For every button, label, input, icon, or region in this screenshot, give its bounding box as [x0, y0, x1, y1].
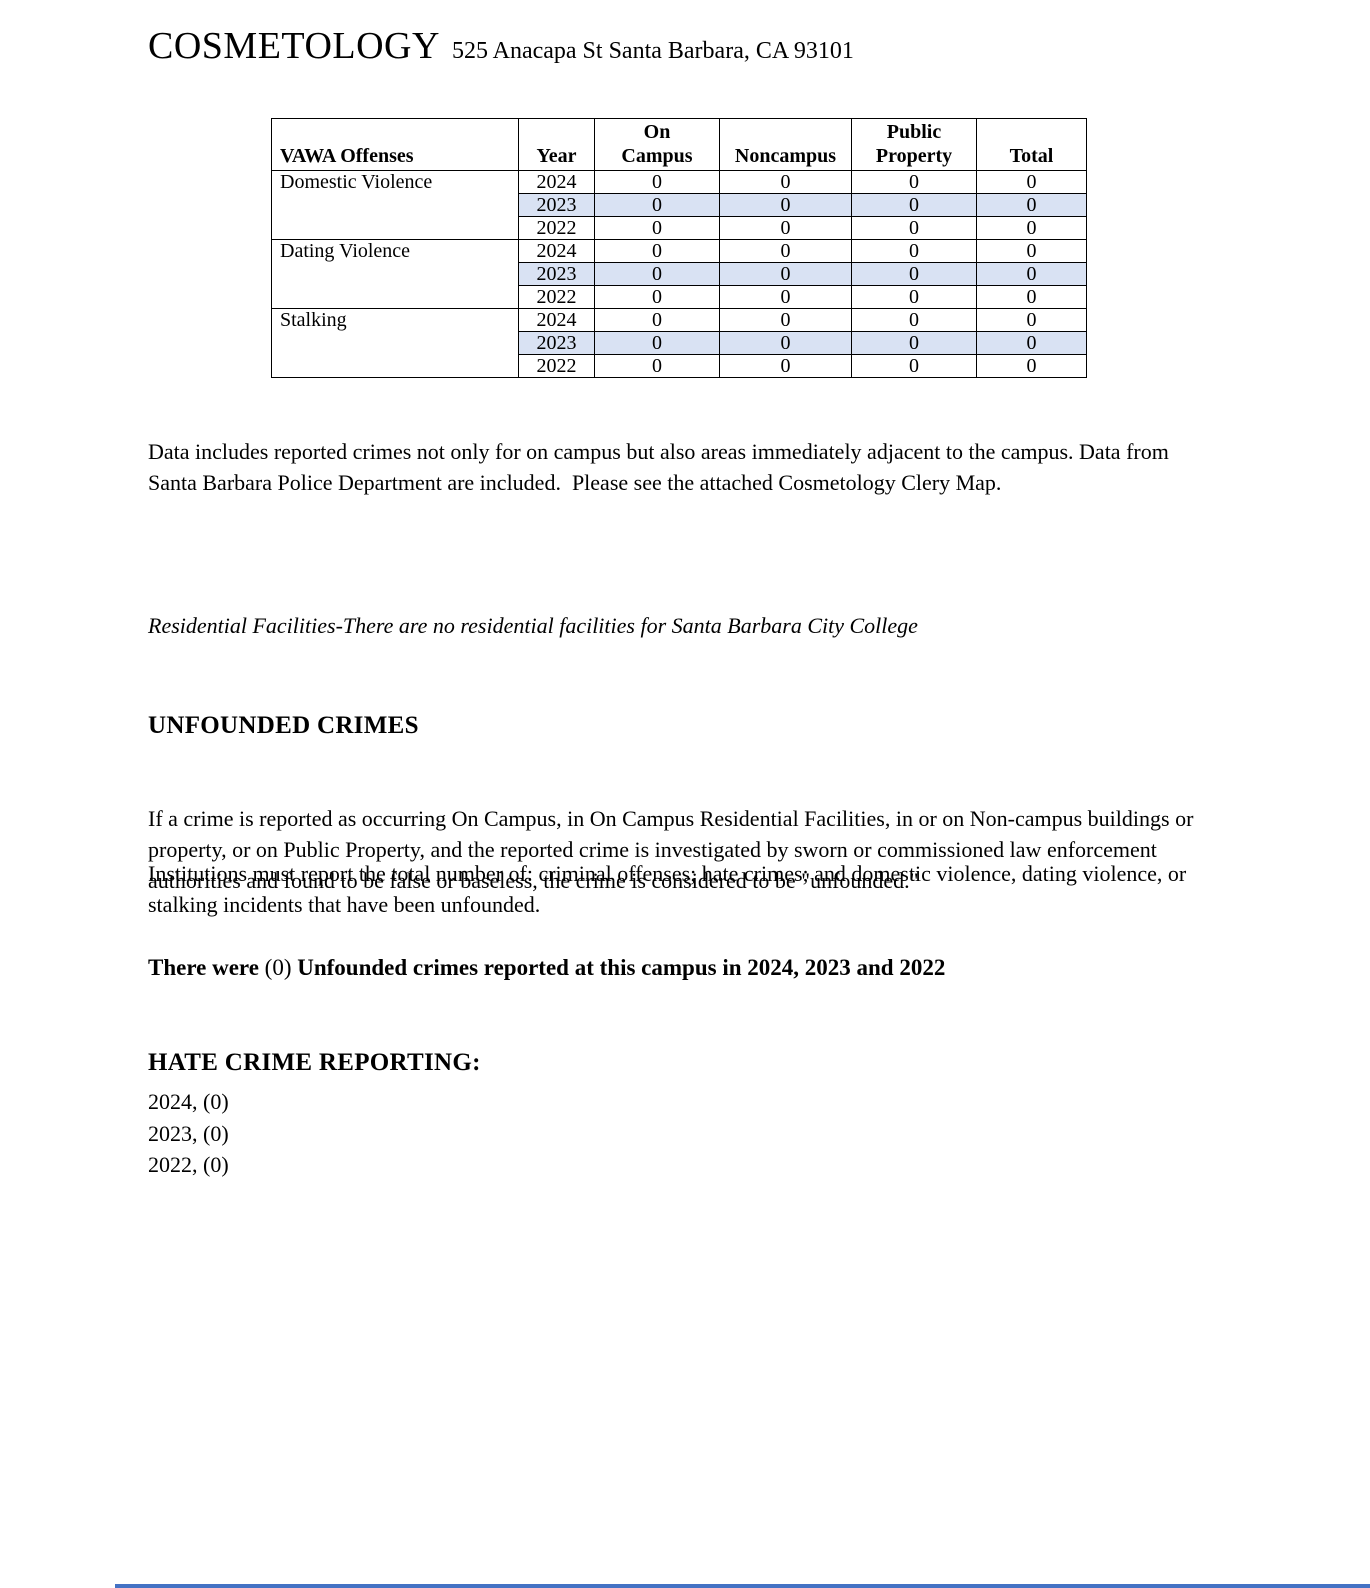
summary-suffix: Unfounded crimes reported at this campus…: [291, 955, 946, 980]
noncampus-cell: 0: [719, 354, 852, 378]
noncampus-cell: 0: [719, 331, 852, 355]
col-header-public-property: Public Property: [851, 118, 977, 171]
total-cell: 0: [976, 239, 1087, 263]
summary-count: (0): [264, 955, 292, 980]
col-header-noncampus: Noncampus: [719, 118, 852, 171]
table-row: 2022 0 0 0 0: [272, 216, 1087, 240]
year-cell: 2022: [518, 354, 595, 378]
col-header-on-campus: On Campus: [594, 118, 720, 171]
summary-prefix: There were: [148, 955, 265, 980]
data-note: Data includes reported crimes not only f…: [148, 439, 1175, 495]
public-property-cell: 0: [851, 170, 977, 194]
public-property-cell: 0: [851, 331, 977, 355]
table-row: Dating Violence 2024 0 0 0 0: [271, 239, 1087, 309]
table-row: Domestic Violence 2024 0 0 0 0: [271, 170, 1087, 240]
offense-name-cell: Dating Violence: [271, 239, 519, 309]
col-header-total: Total: [976, 118, 1087, 171]
unfounded-crimes-section: UNFOUNDED CRIMES If a crime is reported …: [148, 648, 1200, 958]
on-campus-cell: 0: [594, 308, 720, 332]
noncampus-cell: 0: [719, 239, 852, 263]
year-cell: 2022: [518, 216, 595, 240]
total-cell: 0: [976, 285, 1087, 309]
unfounded-crimes-heading: UNFOUNDED CRIMES: [148, 712, 419, 739]
public-property-cell: 0: [851, 239, 977, 263]
public-property-cell: 0: [851, 285, 977, 309]
noncampus-cell: 0: [719, 193, 852, 217]
hate-crime-year-line: 2023, (0): [148, 1120, 229, 1146]
institutions-report-note: Institutions must report the total numbe…: [148, 861, 1192, 917]
vawa-offenses-table: VAWA Offenses Year On Campus Noncampus P…: [271, 118, 1087, 378]
residential-facilities-note: Residential Facilities-There are no resi…: [148, 613, 918, 638]
hate-crime-year-line: 2024, (0): [148, 1089, 229, 1114]
year-cell: 2023: [518, 331, 595, 355]
public-property-cell: 0: [851, 262, 977, 286]
public-property-cell: 0: [851, 216, 977, 240]
on-campus-cell: 0: [594, 239, 720, 263]
unfounded-summary: There were (0) Unfounded crimes reported…: [148, 952, 945, 983]
on-campus-cell: 0: [594, 193, 720, 217]
table-row: Stalking 2024 0 0 0 0: [271, 308, 1087, 378]
year-cell: 2024: [518, 308, 595, 332]
hate-crime-heading: HATE CRIME REPORTING:: [148, 1048, 481, 1076]
col-header-vawa-offenses: VAWA Offenses: [271, 118, 519, 171]
year-cell: 2023: [518, 262, 595, 286]
hate-crime-year-list: 2024, (0) 2023, (0) 2022, (0): [148, 1086, 229, 1181]
public-property-cell: 0: [851, 354, 977, 378]
offense-name-cell: Domestic Violence: [271, 170, 519, 240]
noncampus-cell: 0: [719, 262, 852, 286]
campus-address: 525 Anacapa St Santa Barbara, CA 93101: [451, 38, 854, 64]
on-campus-cell: 0: [594, 170, 720, 194]
noncampus-cell: 0: [719, 285, 852, 309]
total-cell: 0: [976, 308, 1087, 332]
total-cell: 0: [976, 170, 1087, 194]
year-cell: 2023: [518, 193, 595, 217]
document-header: COSMETOLOGY 525 Anacapa St Santa Barbara,…: [148, 24, 854, 68]
on-campus-cell: 0: [594, 354, 720, 378]
col-header-year: Year: [518, 118, 595, 171]
total-cell: 0: [976, 354, 1087, 378]
unfounded-crimes-definition: If a crime is reported as occurring On C…: [148, 806, 1199, 893]
year-cell: 2024: [518, 239, 595, 263]
noncampus-cell: 0: [719, 170, 852, 194]
page-bottom-divider: [115, 1584, 1370, 1588]
total-cell: 0: [976, 262, 1087, 286]
table-row: 2022 0 0 0 0: [272, 354, 1087, 378]
total-cell: 0: [976, 331, 1087, 355]
table-row: 2023 0 0 0 0: [272, 331, 1087, 355]
table-row: 2022 0 0 0 0: [272, 285, 1087, 309]
public-property-cell: 0: [851, 308, 977, 332]
noncampus-cell: 0: [719, 216, 852, 240]
page-title: COSMETOLOGY: [148, 25, 440, 67]
on-campus-cell: 0: [594, 331, 720, 355]
table-header-row: VAWA Offenses Year On Campus Noncampus P…: [271, 118, 1087, 171]
on-campus-cell: 0: [594, 285, 720, 309]
year-cell: 2022: [518, 285, 595, 309]
offense-name-cell: Stalking: [271, 308, 519, 378]
total-cell: 0: [976, 193, 1087, 217]
on-campus-cell: 0: [594, 216, 720, 240]
hate-crime-year-line: 2022, (0): [148, 1152, 229, 1177]
year-cell: 2024: [518, 170, 595, 194]
public-property-cell: 0: [851, 193, 977, 217]
noncampus-cell: 0: [719, 308, 852, 332]
on-campus-cell: 0: [594, 262, 720, 286]
total-cell: 0: [976, 216, 1087, 240]
